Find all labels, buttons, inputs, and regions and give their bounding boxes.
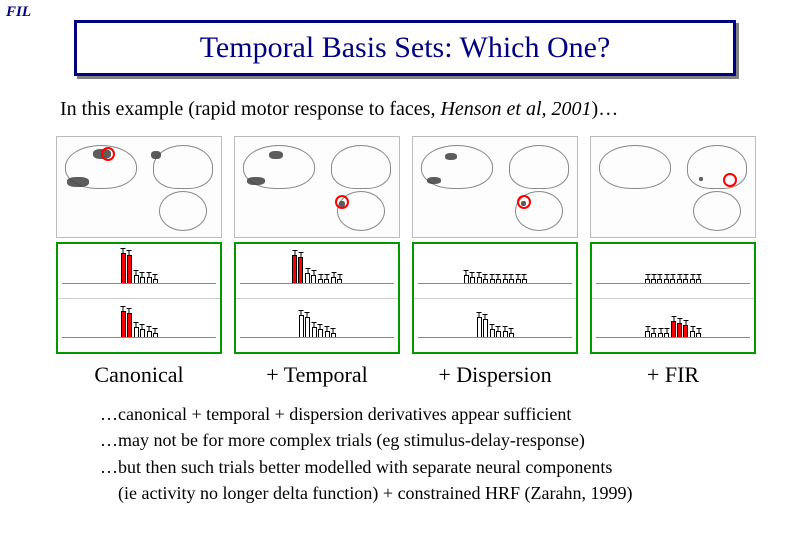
col-label-3: + FIR bbox=[590, 362, 756, 388]
col-label-1: + Temporal bbox=[234, 362, 400, 388]
panel-fir bbox=[590, 136, 756, 354]
bar-chart bbox=[412, 242, 578, 354]
subtitle: In this example (rapid motor response to… bbox=[60, 98, 618, 121]
panel-canonical bbox=[56, 136, 222, 354]
highlight-ring bbox=[101, 147, 115, 161]
subtitle-citation: Henson et al, 2001 bbox=[440, 98, 591, 120]
bullet-1: …may not be for more complex trials (eg … bbox=[100, 428, 760, 452]
col-label-2: + Dispersion bbox=[412, 362, 578, 388]
bar-chart bbox=[234, 242, 400, 354]
bar-chart bbox=[590, 242, 756, 354]
bullet-0: …canonical + temporal + dispersion deriv… bbox=[100, 402, 760, 426]
title-box: Temporal Basis Sets: Which One? bbox=[74, 20, 736, 76]
brain-plot bbox=[56, 136, 222, 238]
subtitle-suffix: )… bbox=[592, 98, 619, 120]
bar-chart bbox=[56, 242, 222, 354]
brain-plot bbox=[234, 136, 400, 238]
panel-dispersion bbox=[412, 136, 578, 354]
bullets: …canonical + temporal + dispersion deriv… bbox=[100, 402, 760, 507]
panels-row bbox=[56, 136, 756, 354]
highlight-ring bbox=[517, 195, 531, 209]
subtitle-prefix: In this example (rapid motor response to… bbox=[60, 98, 440, 120]
brain-plot bbox=[412, 136, 578, 238]
panel-temporal bbox=[234, 136, 400, 354]
column-labels: Canonical + Temporal + Dispersion + FIR bbox=[56, 362, 756, 388]
bullet-2: …but then such trials better modelled wi… bbox=[100, 455, 760, 479]
page-title: Temporal Basis Sets: Which One? bbox=[200, 31, 611, 65]
corner-label: FIL bbox=[6, 4, 31, 21]
highlight-ring bbox=[335, 195, 349, 209]
highlight-ring bbox=[723, 173, 737, 187]
brain-plot bbox=[590, 136, 756, 238]
col-label-0: Canonical bbox=[56, 362, 222, 388]
bullet-3: (ie activity no longer delta function) +… bbox=[100, 481, 760, 505]
